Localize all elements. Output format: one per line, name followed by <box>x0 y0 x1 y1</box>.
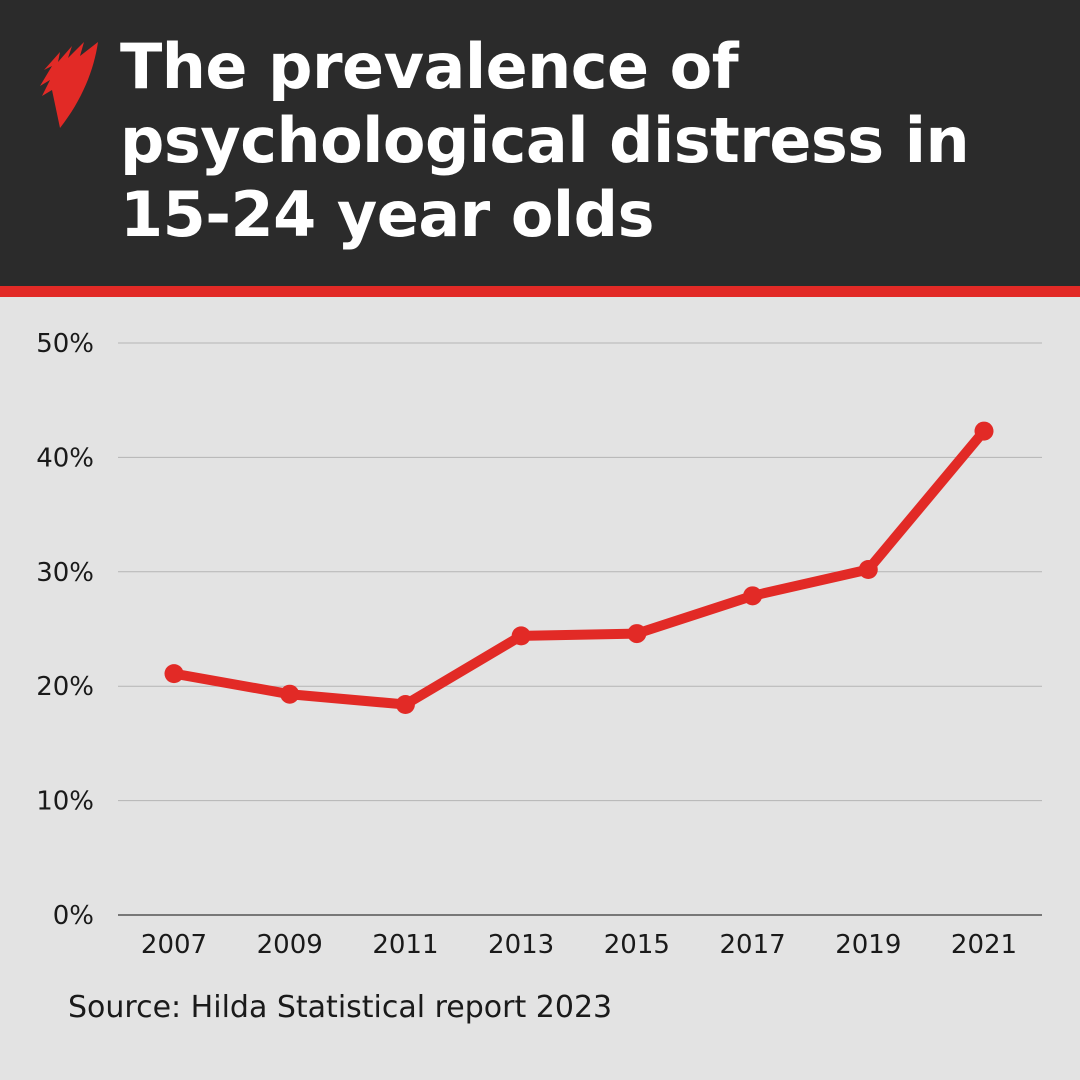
x-tick-label: 2015 <box>604 930 670 960</box>
data-point <box>280 684 300 704</box>
y-tick-label: 0% <box>53 901 94 931</box>
data-point <box>974 421 994 441</box>
y-tick-label: 20% <box>36 672 94 702</box>
y-tick-label: 40% <box>36 443 94 473</box>
y-tick-label: 50% <box>36 329 94 359</box>
x-tick-label: 2013 <box>488 930 554 960</box>
title-line: The prevalence of <box>120 30 739 103</box>
data-point <box>164 664 184 684</box>
y-tick-label: 10% <box>36 787 94 817</box>
y-tick-label: 30% <box>36 558 94 588</box>
x-tick-label: 2011 <box>372 930 438 960</box>
chart-title: The prevalence of psychological distress… <box>120 30 1020 252</box>
data-point <box>743 586 763 606</box>
data-point <box>511 626 531 646</box>
source-note: Source: Hilda Statistical report 2023 <box>68 990 613 1025</box>
series-line <box>169 426 989 710</box>
title-line: 15-24 year olds <box>120 178 654 251</box>
x-tick-label: 2019 <box>835 930 901 960</box>
data-point <box>395 695 415 715</box>
data-point <box>858 560 878 580</box>
x-tick-label: 2021 <box>951 930 1017 960</box>
x-tick-label: 2007 <box>141 930 207 960</box>
title-line: psychological distress in <box>120 104 970 177</box>
sbs-logo-icon <box>40 42 98 128</box>
accent-divider <box>0 286 1080 297</box>
data-point <box>627 624 647 644</box>
x-tick-label: 2017 <box>719 930 785 960</box>
header-banner <box>0 0 1080 286</box>
x-tick-label: 2009 <box>257 930 323 960</box>
